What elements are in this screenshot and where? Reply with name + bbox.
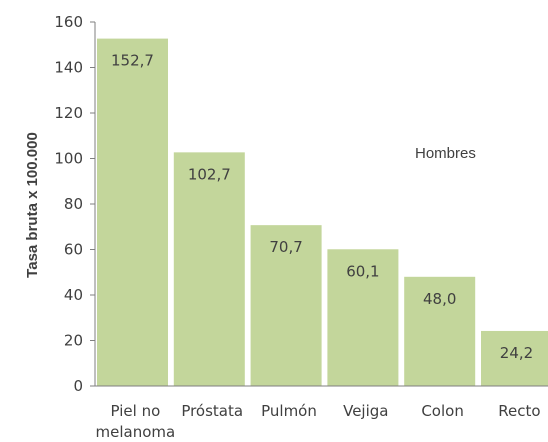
- bar: [97, 38, 168, 387]
- bar-data-label: 152,7: [111, 52, 154, 70]
- x-tick-label: Recto: [498, 402, 540, 420]
- y-tick-label: 0: [73, 377, 83, 395]
- y-tick-label: 40: [64, 286, 83, 304]
- bar: [250, 225, 322, 386]
- y-axis-title: Tasa bruta x 100.000: [24, 132, 41, 278]
- bars-layer: 152,7 102,7 70,7 60,1 48,0 24,2: [97, 38, 548, 387]
- bar-data-label: 102,7: [188, 165, 231, 183]
- x-tick-label: Pulmón: [261, 402, 317, 420]
- y-tick-label: 140: [54, 59, 83, 77]
- y-tick-label: 120: [54, 104, 83, 122]
- y-tick-label: 80: [64, 195, 83, 213]
- x-tick-label: Vejiga: [343, 402, 388, 420]
- bar: [404, 276, 476, 386]
- x-tick-label: melanoma: [96, 423, 176, 441]
- axis-layer: 0 20 40 60 80 100 120 140 160 Piel no melanoma Prós…: [54, 13, 548, 441]
- bar-data-label: 24,2: [500, 344, 533, 362]
- y-tick-label: 160: [54, 13, 83, 31]
- bar: [481, 330, 548, 386]
- y-tick-label: 20: [64, 332, 83, 350]
- bar-data-label: 60,1: [346, 262, 379, 280]
- y-tick-label: 60: [64, 241, 83, 259]
- bar-data-label: 48,0: [423, 290, 456, 308]
- series-annotation: Hombres: [415, 145, 476, 162]
- x-tick-label: Piel no: [111, 402, 161, 420]
- bar-data-label: 70,7: [269, 238, 302, 256]
- bar: [173, 152, 245, 386]
- x-tick-label: Colon: [421, 402, 464, 420]
- y-tick-label: 100: [54, 150, 83, 168]
- x-tick-label: Próstata: [181, 402, 243, 420]
- bar: [327, 249, 399, 386]
